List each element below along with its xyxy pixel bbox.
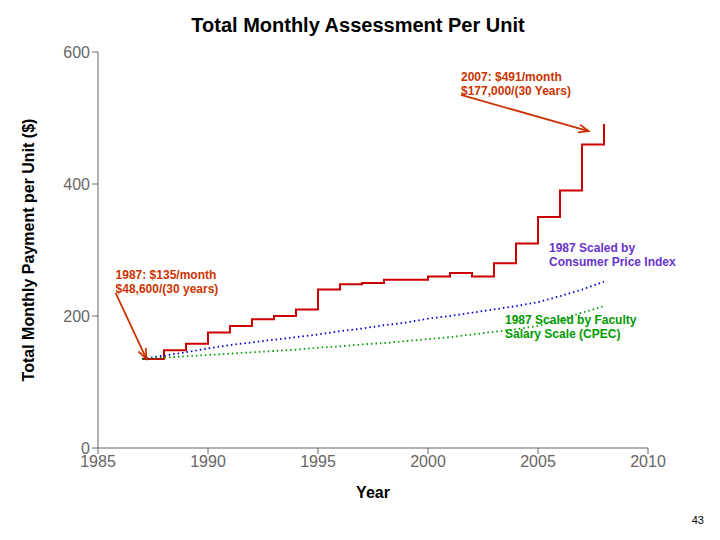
svg-text:1995: 1995 [300,453,336,470]
html-text:43: 43 [691,514,704,526]
svg-text:2005: 2005 [520,453,556,470]
svg-text:400: 400 [63,176,90,193]
svg-text:2007: $491/month$177,000/(30 Y: 2007: $491/month$177,000/(30 Years) [461,70,571,98]
svg-text:2000: 2000 [410,453,446,470]
html-text:Total Monthly Assessment Per U: Total Monthly Assessment Per Unit [191,14,525,36]
svg-text:1987: $135/month$48,600/(30 ye: 1987: $135/month$48,600/(30 years) [116,268,219,296]
svg-text:600: 600 [63,44,90,61]
svg-text:1987 Scaled byConsumer Price I: 1987 Scaled byConsumer Price Index [549,241,676,269]
svg-text:200: 200 [63,308,90,325]
svg-text:1990: 1990 [190,453,226,470]
svg-text:1985: 1985 [80,453,116,471]
svg-text:1987 Scaled by FacultySalary S: 1987 Scaled by FacultySalary Scale (CPEC… [505,313,637,341]
svg-text:Year: Year [356,484,390,501]
svg-text:2010: 2010 [630,453,666,470]
svg-text:Total Monthly Payment per Unit: Total Monthly Payment per Unit ($) [20,119,37,382]
svg-text:0: 0 [81,440,90,457]
